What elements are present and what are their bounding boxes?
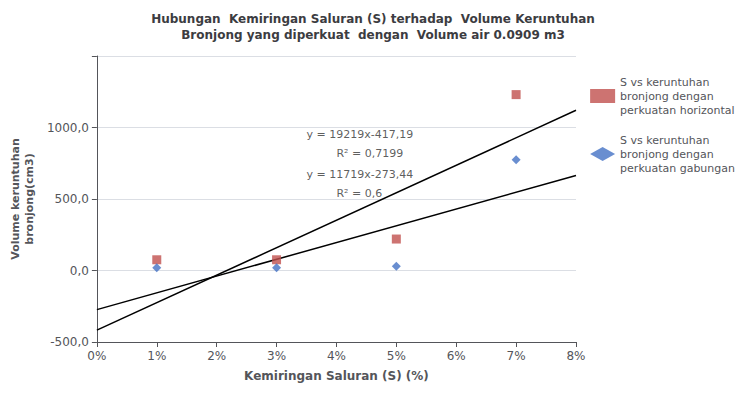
svg-text:500,0: 500,0: [55, 192, 89, 206]
svg-text:perkuatan horizontal: perkuatan horizontal: [620, 104, 734, 117]
svg-text:0,0: 0,0: [70, 264, 89, 278]
svg-text:perkuatan gabungan: perkuatan gabungan: [620, 162, 735, 175]
svg-text:S vs keruntuhan: S vs keruntuhan: [620, 134, 709, 147]
svg-text:bronjong dengan: bronjong dengan: [620, 148, 714, 161]
svg-text:Volume keruntuhan: Volume keruntuhan: [9, 138, 22, 260]
svg-text:Bronjong yang diperkuat denga: Bronjong yang diperkuat dengan Volume ai…: [181, 28, 565, 42]
svg-text:4%: 4%: [327, 349, 346, 363]
svg-text:7%: 7%: [507, 349, 526, 363]
svg-text:R² = 0,6: R² = 0,6: [336, 187, 382, 200]
svg-text:y = 11719x-273,44: y = 11719x-273,44: [306, 168, 413, 181]
svg-text:3%: 3%: [267, 349, 286, 363]
svg-text:1000,0: 1000,0: [47, 121, 89, 135]
svg-text:0%: 0%: [87, 349, 106, 363]
svg-text:bronjong dengan: bronjong dengan: [620, 90, 714, 103]
svg-text:-500,0: -500,0: [50, 335, 89, 349]
svg-text:8%: 8%: [566, 349, 585, 363]
svg-text:2%: 2%: [207, 349, 226, 363]
svg-text:Hubungan Kemiringan Saluran (: Hubungan Kemiringan Saluran (S) terhadap…: [151, 12, 595, 26]
svg-text:5%: 5%: [387, 349, 406, 363]
svg-text:S vs keruntuhan: S vs keruntuhan: [620, 76, 709, 89]
svg-text:Kemiringan Saluran (S) (%): Kemiringan Saluran (S) (%): [244, 369, 429, 383]
svg-text:R² = 0,7199: R² = 0,7199: [336, 147, 403, 160]
svg-text:1%: 1%: [147, 349, 166, 363]
svg-text:bronjong(cm3): bronjong(cm3): [23, 153, 36, 244]
svg-text:6%: 6%: [447, 349, 466, 363]
svg-text:y = 19219x-417,19: y = 19219x-417,19: [306, 128, 413, 141]
